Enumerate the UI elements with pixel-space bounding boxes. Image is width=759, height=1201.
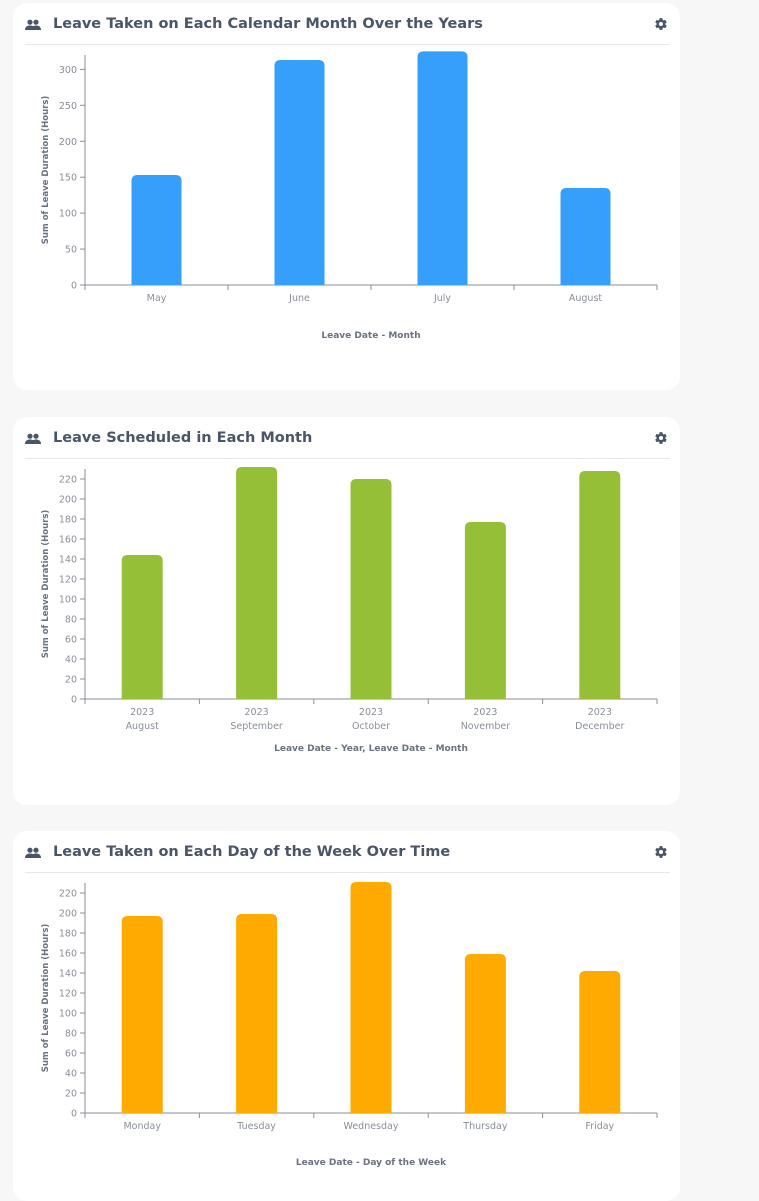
x-tick-label: 2023 [588, 707, 612, 718]
y-axis-title: Sum of Leave Duration (Hours) [41, 924, 51, 1073]
gear-icon[interactable] [654, 17, 668, 31]
card-header: Leave Taken on Each Day of the Week Over… [13, 831, 680, 873]
y-tick-label: 60 [65, 635, 77, 646]
bar-thursday [464, 954, 506, 1113]
chart-title: Leave Taken on Each Day of the Week Over… [53, 844, 451, 860]
y-tick-label: 220 [59, 475, 77, 486]
x-tick-label: Monday [123, 1121, 161, 1132]
bar-2023-september [236, 467, 278, 699]
y-axis-title: Sum of Leave Duration (Hours) [41, 96, 51, 245]
y-tick-label: 160 [59, 949, 77, 960]
y-tick-label: 100 [59, 1009, 77, 1020]
y-tick-label: 100 [59, 209, 77, 220]
x-tick-label: 2023 [245, 707, 269, 718]
y-tick-label: 60 [65, 1049, 77, 1060]
y-tick-label: 250 [59, 101, 77, 112]
x-axis-title: Leave Date - Month [321, 331, 420, 341]
y-tick-label: 150 [59, 173, 77, 184]
y-axis-title: Sum of Leave Duration (Hours) [41, 510, 51, 659]
chart-title: Leave Scheduled in Each Month [53, 430, 313, 446]
x-tick-label: Thursday [462, 1121, 508, 1132]
y-tick-label: 200 [59, 495, 77, 506]
y-tick-label: 140 [59, 555, 77, 566]
x-tick-label: Tuesday [236, 1121, 276, 1132]
gear-icon[interactable] [654, 845, 668, 859]
y-tick-label: 120 [59, 575, 77, 586]
chart-title: Leave Taken on Each Calendar Month Over … [53, 16, 483, 32]
y-tick-label: 220 [59, 889, 77, 900]
bar-wednesday [350, 882, 392, 1113]
x-tick-label: December [575, 721, 624, 732]
x-axis-title: Leave Date - Day of the Week [296, 1158, 447, 1168]
y-tick-label: 180 [59, 515, 77, 526]
bar-july [417, 51, 468, 285]
bar-monday [121, 916, 163, 1113]
y-tick-label: 100 [59, 595, 77, 606]
x-tick-label: 2023 [473, 707, 497, 718]
y-tick-label: 50 [65, 245, 77, 256]
y-tick-label: 40 [65, 1069, 77, 1080]
x-tick-label: July [433, 293, 451, 304]
y-tick-label: 160 [59, 535, 77, 546]
y-tick-label: 20 [65, 1089, 77, 1100]
bar-2023-november [464, 522, 506, 699]
header-divider [25, 44, 670, 45]
x-axis-title: Leave Date - Year, Leave Date - Month [274, 744, 468, 754]
bar-tuesday [236, 914, 278, 1113]
bar-2023-october [350, 479, 392, 699]
x-tick-label: May [147, 293, 167, 304]
people-icon [25, 433, 41, 444]
y-tick-label: 120 [59, 989, 77, 1000]
y-tick-label: 0 [71, 1109, 77, 1120]
header-divider [25, 458, 670, 459]
bar-may [131, 175, 182, 285]
y-tick-label: 180 [59, 929, 77, 940]
y-tick-label: 200 [59, 137, 77, 148]
x-tick-label: November [461, 721, 511, 732]
gear-icon[interactable] [654, 431, 668, 445]
y-tick-label: 140 [59, 969, 77, 980]
x-tick-label: Friday [585, 1121, 614, 1132]
x-tick-label: 2023 [359, 707, 383, 718]
bar-june [274, 60, 325, 285]
x-tick-label: June [288, 293, 310, 304]
x-tick-label: Wednesday [343, 1121, 398, 1132]
bar-2023-august [121, 555, 163, 699]
bar-friday [579, 971, 621, 1113]
people-icon [25, 19, 41, 30]
people-icon [25, 847, 41, 858]
x-tick-label: August [569, 293, 603, 304]
card-header: Leave Scheduled in Each Month [13, 417, 680, 459]
y-tick-label: 20 [65, 675, 77, 686]
y-tick-label: 0 [71, 281, 77, 292]
x-tick-label: October [352, 721, 390, 732]
y-tick-label: 40 [65, 655, 77, 666]
y-tick-label: 200 [59, 909, 77, 920]
y-tick-label: 80 [65, 1029, 77, 1040]
y-tick-label: 0 [71, 695, 77, 706]
x-tick-label: August [126, 721, 160, 732]
header-divider [25, 872, 670, 873]
x-tick-label: 2023 [130, 707, 154, 718]
y-tick-label: 300 [59, 65, 77, 76]
card-header: Leave Taken on Each Calendar Month Over … [13, 3, 680, 45]
x-tick-label: September [230, 721, 283, 732]
bar-2023-december [579, 471, 621, 699]
y-tick-label: 80 [65, 615, 77, 626]
bar-august [560, 187, 611, 285]
